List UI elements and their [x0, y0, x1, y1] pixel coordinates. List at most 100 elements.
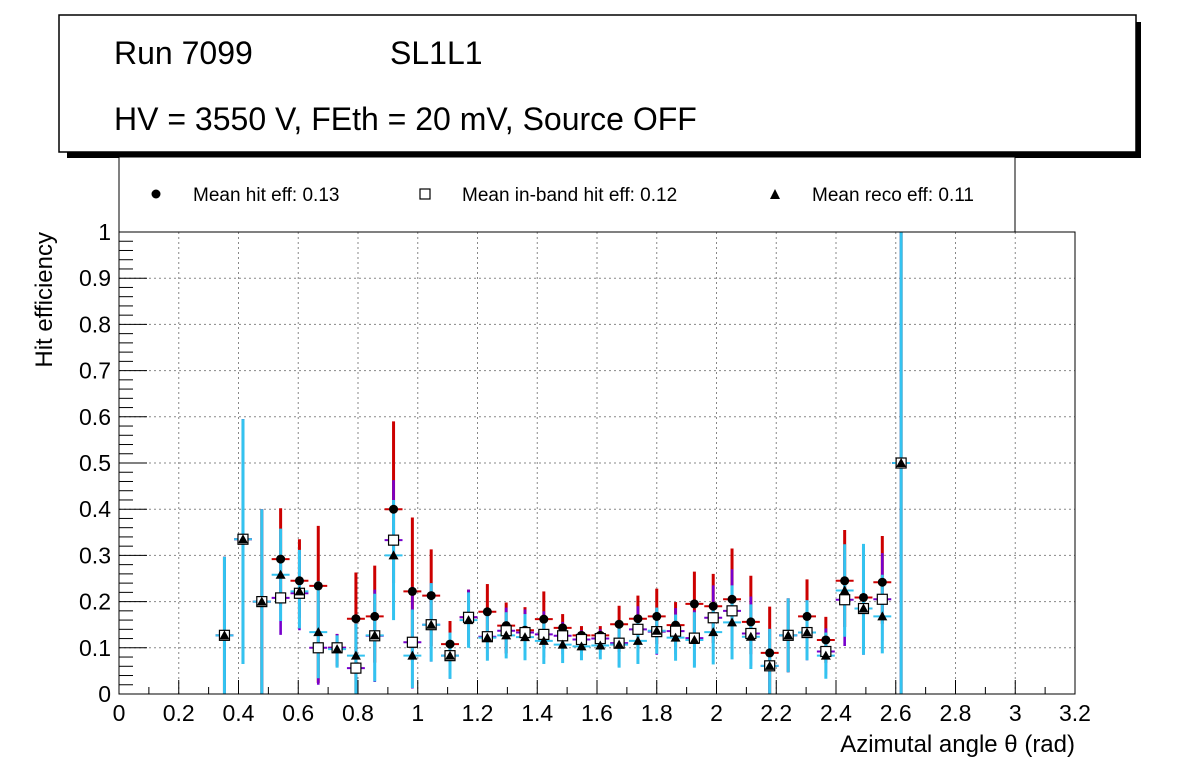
- legend-hit-marker-icon: [151, 189, 161, 199]
- inband-marker: [876, 593, 888, 605]
- y-tick-label: 0.6: [79, 404, 111, 430]
- hit-marker: [708, 601, 718, 611]
- y-tick-label: 0.3: [79, 542, 111, 568]
- x-tick-label: 2.8: [940, 700, 972, 726]
- inband-marker: [350, 662, 362, 674]
- inband-marker: [726, 605, 738, 617]
- x-tick-label: 1.4: [521, 700, 553, 726]
- hit-marker: [858, 592, 868, 602]
- hit-marker: [633, 614, 643, 624]
- reco-marker: [407, 650, 418, 660]
- header-box: [58, 14, 1137, 153]
- axes: 0 0.2 0.4 0.6 0.8 1 1.2 1.4 1.6 1.8 2 2.2 2.4 2.6 2.8 3…: [79, 219, 1091, 726]
- inband-marker: [632, 623, 644, 635]
- x-tick-label: 3.2: [1059, 700, 1091, 726]
- reco-marker: [764, 660, 775, 670]
- legend-reco-label: Mean reco eff: 0.11: [812, 185, 974, 206]
- y-tick-label: 0.4: [79, 496, 111, 522]
- x-tick-label: 0.4: [223, 700, 255, 726]
- y-tick-label: 0.8: [79, 311, 111, 337]
- y-tick-label: 1: [98, 219, 111, 245]
- reco-marker: [576, 641, 587, 651]
- y-tick-label: 0.5: [79, 450, 111, 476]
- inband-marker: [839, 594, 851, 606]
- reco-marker: [745, 631, 756, 641]
- reco-marker: [275, 569, 286, 579]
- reco-marker: [632, 635, 643, 645]
- hit-marker: [445, 639, 455, 649]
- reco-marker: [294, 586, 305, 596]
- x-axis-title: Azimutal angle θ (rad): [840, 731, 1075, 758]
- reco-marker: [219, 630, 230, 640]
- inband-marker: [387, 534, 400, 546]
- reco-marker: [651, 625, 662, 635]
- reco-marker: [426, 619, 437, 629]
- reco-marker: [557, 639, 568, 649]
- y-tick-label: 0.1: [79, 635, 111, 661]
- reco-marker: [614, 639, 625, 649]
- hit-marker: [689, 599, 699, 609]
- hit-marker: [840, 576, 850, 586]
- inband-marker: [312, 642, 324, 654]
- reco-marker: [445, 650, 456, 660]
- hit-marker: [877, 577, 887, 587]
- reco-marker: [820, 650, 831, 660]
- inband-marker: [707, 612, 719, 624]
- hit-marker: [389, 504, 399, 514]
- hit-marker: [351, 614, 361, 624]
- y-tick-label: 0: [98, 681, 111, 707]
- inband-marker: [406, 636, 418, 648]
- hit-marker: [407, 586, 417, 596]
- hit-marker: [370, 611, 380, 621]
- reco-marker: [595, 640, 606, 650]
- hit-marker: [539, 614, 549, 624]
- hit-marker: [821, 635, 831, 645]
- x-tick-label: 0.6: [282, 700, 314, 726]
- legend-inband-label: Mean in-band hit eff: 0.12: [462, 185, 677, 206]
- reco-marker: [463, 615, 474, 625]
- reco-marker: [783, 630, 794, 640]
- reco-marker: [313, 627, 324, 637]
- x-tick-label: 2.6: [880, 700, 912, 726]
- x-tick-label: 1: [411, 700, 424, 726]
- x-tick-label: 2: [710, 700, 723, 726]
- x-tick-label: 1.2: [462, 700, 494, 726]
- x-tick-label: 3: [1009, 700, 1022, 726]
- x-tick-label: 2.4: [820, 700, 852, 726]
- reco-marker: [388, 550, 399, 560]
- reco-marker: [538, 635, 549, 645]
- conditions-label: HV = 3550 V, FEth = 20 mV, Source OFF: [114, 101, 697, 137]
- data-points: [215, 232, 911, 694]
- x-tick-label: 1.6: [581, 700, 613, 726]
- legend-box: [118, 156, 1016, 233]
- hit-marker: [727, 594, 737, 604]
- reco-marker: [802, 627, 813, 637]
- hit-marker: [614, 619, 624, 629]
- y-tick-label: 0.2: [79, 589, 111, 615]
- reco-marker: [520, 632, 531, 642]
- x-tick-label: 2.2: [760, 700, 792, 726]
- inband-marker: [275, 592, 287, 604]
- y-tick-label: 0.7: [79, 358, 111, 384]
- x-tick-label: 0.2: [163, 700, 195, 726]
- hit-marker: [482, 607, 492, 617]
- hit-marker: [294, 576, 304, 586]
- x-tick-label: 0.8: [342, 700, 374, 726]
- reco-marker: [896, 458, 907, 467]
- y-axis-title: Hit efficiency: [31, 232, 58, 368]
- reco-marker: [237, 534, 248, 544]
- reco-marker: [482, 632, 493, 642]
- legend-reco-marker-icon: [770, 189, 780, 199]
- reco-marker: [877, 611, 888, 621]
- hit-marker: [652, 611, 662, 621]
- reco-marker: [839, 585, 850, 595]
- hit-marker: [276, 554, 286, 564]
- reco-marker: [501, 630, 512, 640]
- x-tick-label: 0: [113, 700, 126, 726]
- run-label: Run 7099: [114, 35, 253, 71]
- reco-marker: [256, 596, 267, 606]
- reco-marker: [708, 627, 719, 637]
- reco-marker: [689, 634, 700, 644]
- reco-marker: [369, 630, 380, 640]
